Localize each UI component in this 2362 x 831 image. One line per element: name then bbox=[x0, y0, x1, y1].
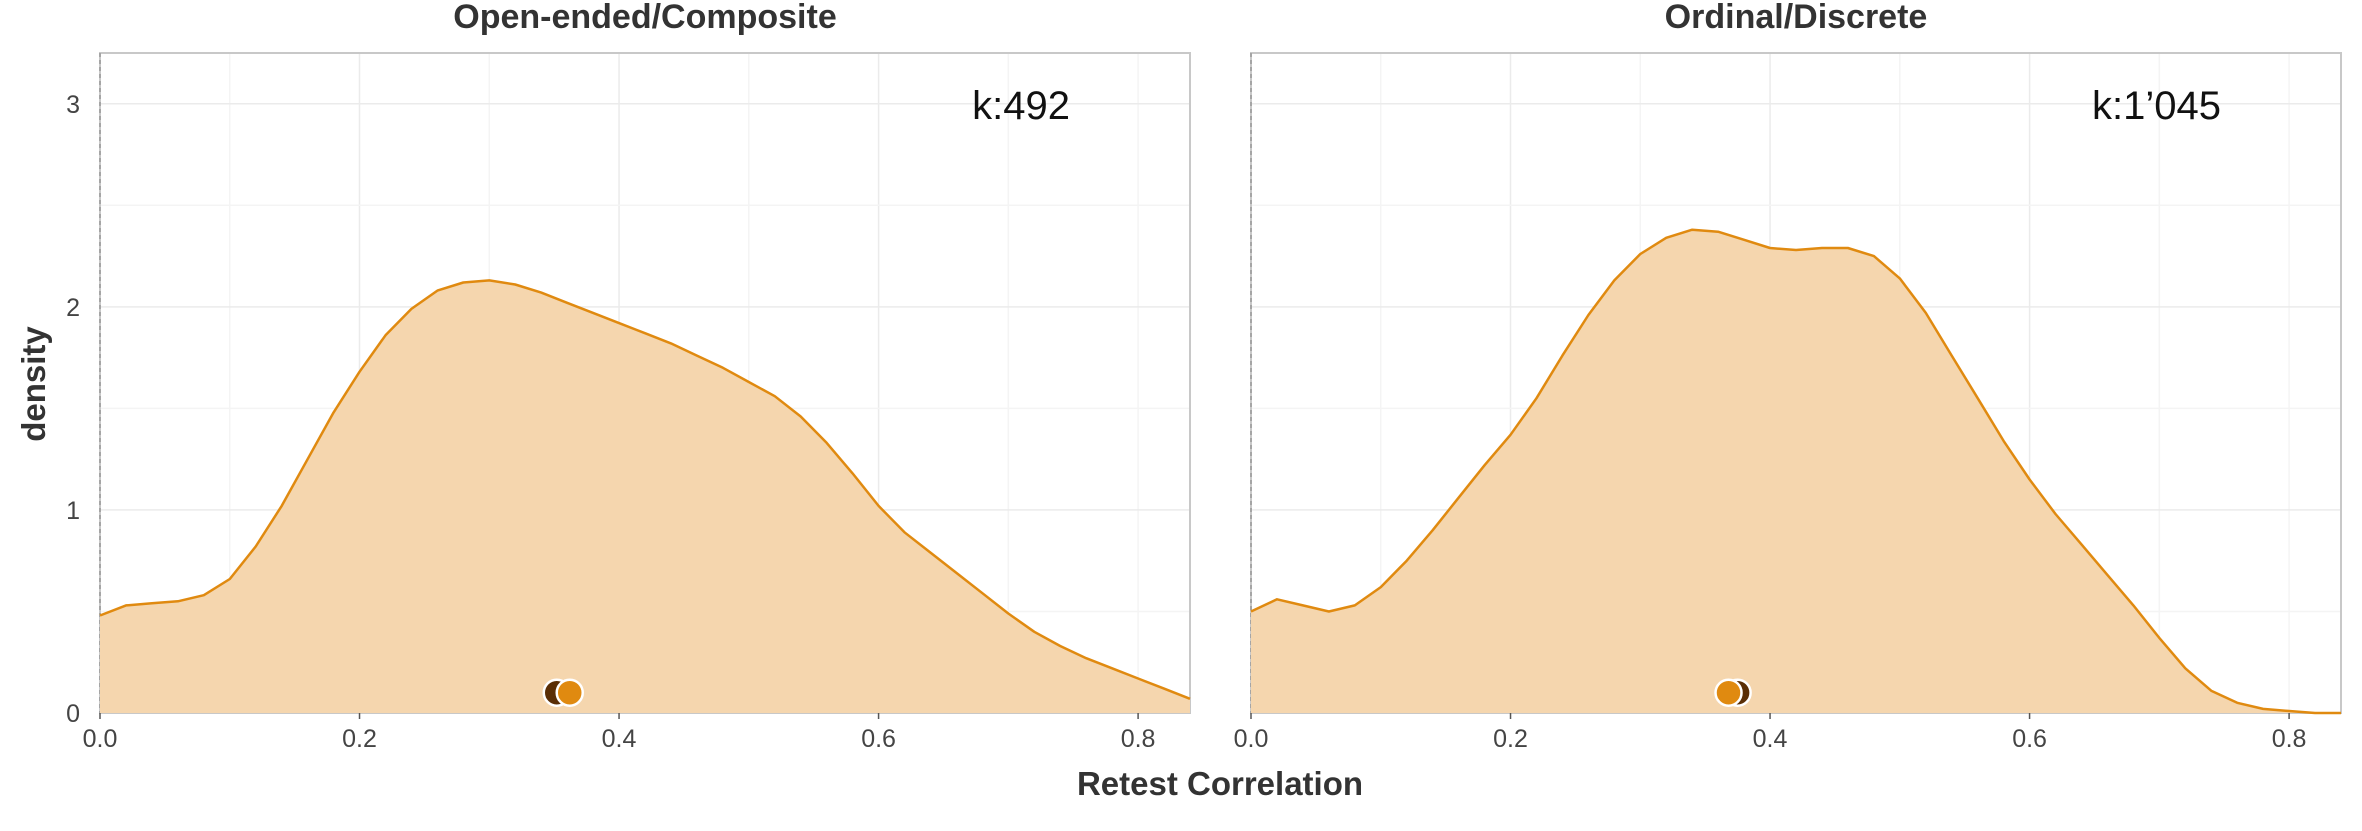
x-tick-label: 0.4 bbox=[1753, 725, 1788, 753]
density-line bbox=[1250, 228, 2341, 715]
x-tick-label: 0.8 bbox=[2272, 725, 2307, 753]
x-tick-label: 0.4 bbox=[602, 725, 637, 753]
y-tick-label: 1 bbox=[66, 497, 80, 525]
x-tick-label: 0.2 bbox=[342, 725, 377, 753]
y-axis-title: density bbox=[15, 326, 52, 442]
panel-open-ended-composite: 0.0 0.2 0.4 0.6 0.8 0 1 2 3 Open-ended/Composite k… bbox=[66, 0, 1191, 753]
panel-title: Open-ended/Composite bbox=[453, 0, 836, 36]
density-area bbox=[1251, 229, 2341, 713]
x-tick-label: 0.0 bbox=[1234, 725, 1269, 753]
x-tick-label: 0.6 bbox=[861, 725, 896, 753]
panel-title: Ordinal/Discrete bbox=[1665, 0, 1928, 36]
density-line bbox=[99, 279, 1191, 700]
density-area bbox=[100, 280, 1190, 713]
point-orange bbox=[1714, 678, 1743, 707]
point-orange bbox=[555, 678, 584, 707]
x-tick-label: 0.2 bbox=[1493, 725, 1528, 753]
y-tick-label: 0 bbox=[66, 700, 80, 728]
y-tick-label: 3 bbox=[66, 91, 80, 119]
k-annotation: k:492 bbox=[972, 84, 1070, 128]
k-annotation: k:1’045 bbox=[2092, 84, 2221, 128]
x-axis-title: Retest Correlation bbox=[1077, 765, 1363, 802]
x-tick-label: 0.6 bbox=[2012, 725, 2047, 753]
y-tick-label: 2 bbox=[66, 294, 80, 322]
x-tick-label: 0.8 bbox=[1121, 725, 1156, 753]
panel-ordinal-discrete: 0.0 0.2 0.4 0.6 0.8 Ordinal/Discrete k:1’045 bbox=[1234, 0, 2342, 753]
x-tick-label: 0.0 bbox=[83, 725, 118, 753]
